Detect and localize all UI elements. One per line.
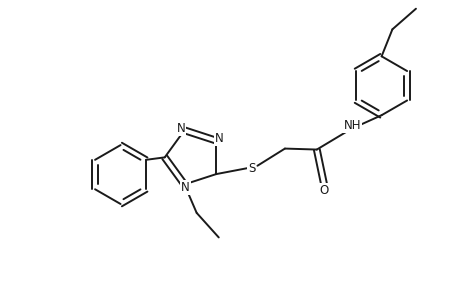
Text: S: S — [247, 162, 255, 175]
Text: NH: NH — [343, 119, 360, 132]
Text: N: N — [215, 132, 224, 145]
Text: O: O — [319, 184, 328, 197]
Text: N: N — [180, 182, 190, 194]
Text: N: N — [176, 122, 185, 135]
